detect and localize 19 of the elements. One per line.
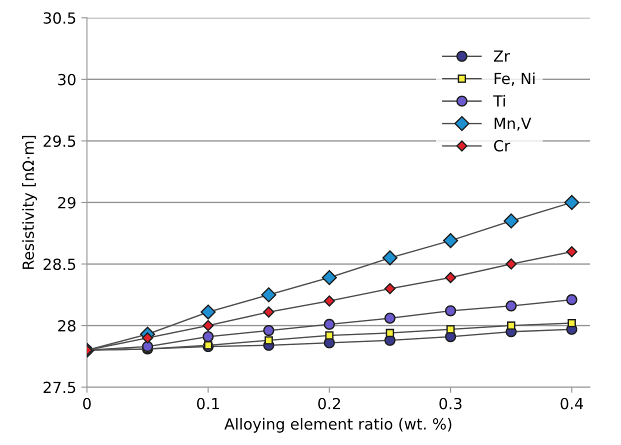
y-tick-label: 30.5 xyxy=(44,12,76,24)
legend-label: Ti xyxy=(493,94,505,106)
x-tick-label: 0.4 xyxy=(560,398,584,410)
legend-label: Fe, Ni xyxy=(494,72,535,86)
y-tick-label: 29 xyxy=(58,196,76,208)
x-tick-label: 0.3 xyxy=(439,398,462,410)
y-tick-label: 30 xyxy=(58,74,76,86)
y-tick-label: 28.5 xyxy=(44,258,76,270)
y-tick-label: 27.5 xyxy=(44,382,76,394)
x-axis-title: Alloying element ratio (wt. %) xyxy=(224,418,452,433)
y-tick-label: 29.5 xyxy=(44,135,76,147)
legend-label: Cr xyxy=(494,140,510,152)
y-tick-label: 28 xyxy=(58,320,76,332)
legend-label: Mn,V xyxy=(494,118,532,131)
x-tick-label: 0 xyxy=(83,398,91,410)
x-tick-label: 0.2 xyxy=(318,398,340,410)
x-tick-label: 0.1 xyxy=(197,398,219,410)
legend-label: Zr xyxy=(494,50,510,62)
y-axis-title: Resistivity [nΩ·m] xyxy=(22,136,37,269)
